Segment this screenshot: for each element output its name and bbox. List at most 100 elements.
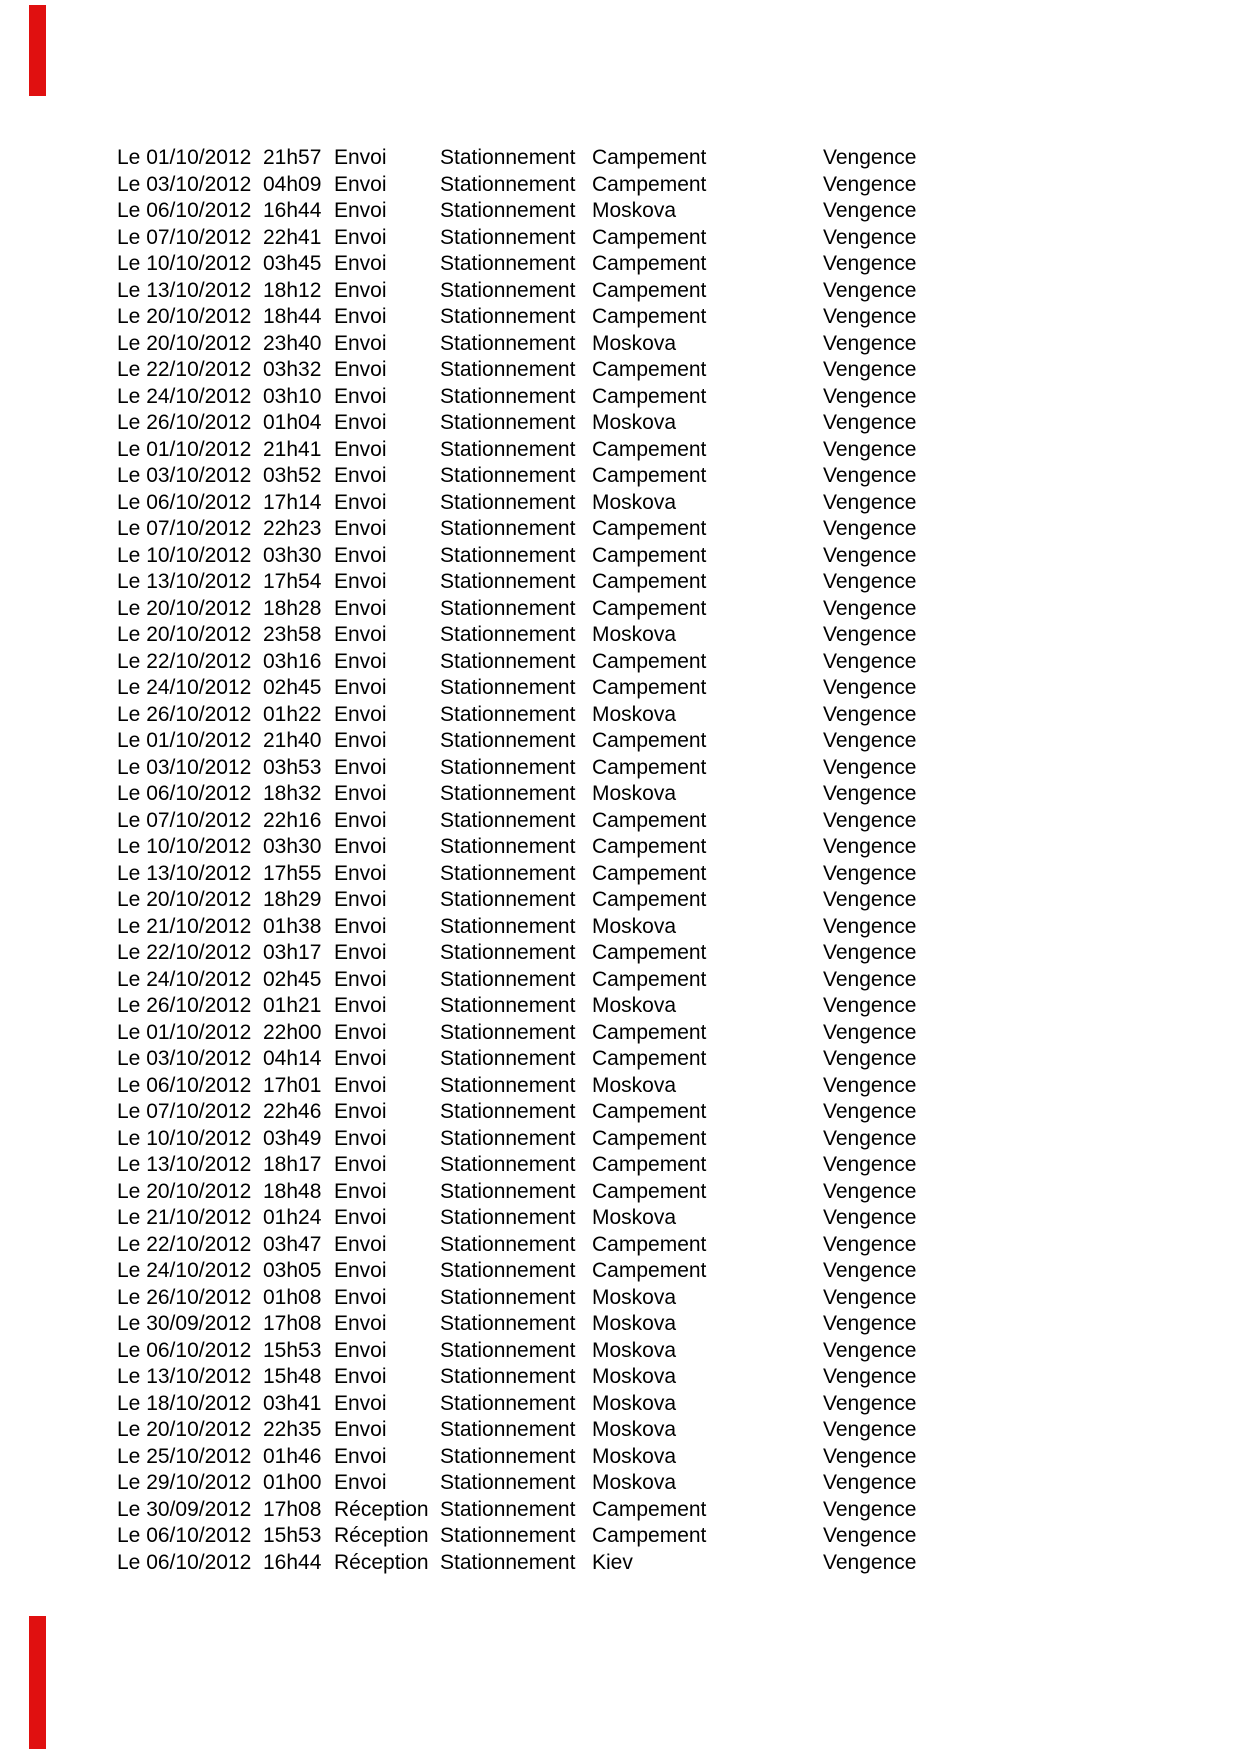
cell-category: Stationnement	[440, 252, 576, 275]
cell-date: Le 13/10/2012	[117, 1153, 252, 1176]
cell-date: Le 07/10/2012	[117, 517, 252, 540]
table-row: Le 07/10/2012 22h23 Envoi Stationnement …	[117, 516, 916, 543]
cell-tag: Vengence	[823, 623, 917, 646]
cell-time: 03h53	[263, 755, 322, 779]
cell-type: Envoi	[334, 172, 387, 196]
cell-category: Stationnement	[440, 888, 576, 911]
cell-category: Stationnement	[440, 1153, 576, 1176]
cell-tag: Vengence	[823, 1073, 917, 1097]
cell-category: Stationnement	[440, 914, 576, 938]
cell-date: Le 07/10/2012	[117, 808, 252, 832]
cell-time: 01h00	[263, 1471, 322, 1494]
cell-time: 22h46	[263, 1100, 322, 1123]
cell-location: Moskova	[592, 1391, 677, 1415]
cell-location: Campement	[592, 1047, 707, 1070]
cell-category: Stationnement	[440, 543, 576, 567]
cell-tag: Vengence	[823, 861, 917, 885]
cell-date: Le 21/10/2012	[117, 914, 252, 938]
table-row: Le 22/10/2012 03h17 Envoi Stationnement …	[117, 940, 916, 967]
cell-type: Envoi	[334, 596, 387, 620]
cell-tag: Vengence	[823, 464, 917, 487]
cell-type: Envoi	[334, 384, 387, 408]
table-row: Le 01/10/2012 22h00 Envoi Stationnement …	[117, 1020, 916, 1047]
table-row: Le 26/10/2012 01h04 Envoi Stationnement …	[117, 410, 916, 437]
cell-category: Stationnement	[440, 1444, 576, 1468]
cell-category: Stationnement	[440, 596, 576, 620]
cell-tag: Vengence	[823, 517, 917, 540]
cell-time: 18h28	[263, 596, 322, 620]
cell-type: Envoi	[334, 517, 387, 540]
table-row: Le 06/10/2012 15h53 Envoi Stationnement …	[117, 1338, 916, 1365]
table-row: Le 03/10/2012 04h14 Envoi Stationnement …	[117, 1046, 916, 1073]
cell-time: 18h32	[263, 782, 322, 805]
cell-location: Campement	[592, 808, 707, 832]
table-row: Le 06/10/2012 17h01 Envoi Stationnement …	[117, 1073, 916, 1100]
table-row: Le 10/10/2012 03h30 Envoi Stationnement …	[117, 543, 916, 570]
cell-time: 22h00	[263, 1020, 322, 1044]
cell-date: Le 13/10/2012	[117, 570, 252, 593]
cell-type: Envoi	[334, 1126, 387, 1150]
cell-time: 22h23	[263, 517, 322, 540]
table-row: Le 21/10/2012 01h24 Envoi Stationnement …	[117, 1205, 916, 1232]
table-row: Le 06/10/2012 16h44 Réception Stationnem…	[117, 1550, 916, 1577]
table-row: Le 25/10/2012 01h46 Envoi Stationnement …	[117, 1444, 916, 1471]
cell-time: 15h48	[263, 1365, 322, 1388]
cell-category: Stationnement	[440, 1418, 576, 1441]
cell-type: Envoi	[334, 1020, 387, 1044]
cell-time: 21h41	[263, 437, 322, 461]
table-row: Le 24/10/2012 02h45 Envoi Stationnement …	[117, 675, 916, 702]
cell-time: 16h44	[263, 1550, 322, 1574]
cell-date: Le 22/10/2012	[117, 1232, 252, 1256]
cell-time: 03h47	[263, 1232, 322, 1256]
table-row: Le 20/10/2012 23h40 Envoi Stationnement …	[117, 331, 916, 358]
cell-location: Campement	[592, 649, 707, 673]
cell-category: Stationnement	[440, 1365, 576, 1388]
cell-tag: Vengence	[823, 1232, 917, 1256]
cell-type: Envoi	[334, 1206, 387, 1229]
cell-date: Le 20/10/2012	[117, 888, 252, 911]
cell-type: Envoi	[334, 305, 387, 328]
cell-type: Envoi	[334, 676, 387, 699]
cell-date: Le 26/10/2012	[117, 411, 252, 434]
cell-category: Stationnement	[440, 1073, 576, 1097]
cell-category: Stationnement	[440, 1259, 576, 1282]
cell-time: 03h52	[263, 464, 322, 487]
table-row: Le 10/10/2012 03h49 Envoi Stationnement …	[117, 1126, 916, 1153]
cell-type: Envoi	[334, 835, 387, 858]
cell-tag: Vengence	[823, 1391, 917, 1415]
cell-date: Le 03/10/2012	[117, 464, 252, 487]
cell-category: Stationnement	[440, 782, 576, 805]
cell-location: Campement	[592, 464, 707, 487]
cell-tag: Vengence	[823, 172, 917, 196]
cell-type: Réception	[334, 1524, 429, 1547]
cell-date: Le 20/10/2012	[117, 623, 252, 646]
cell-date: Le 10/10/2012	[117, 543, 252, 567]
cell-time: 18h12	[263, 278, 322, 302]
cell-category: Stationnement	[440, 331, 576, 355]
cell-type: Réception	[334, 1550, 429, 1574]
cell-tag: Vengence	[823, 702, 917, 726]
cell-tag: Vengence	[823, 278, 917, 302]
cell-date: Le 30/09/2012	[117, 1497, 252, 1521]
cell-tag: Vengence	[823, 808, 917, 832]
cell-type: Envoi	[334, 199, 387, 222]
cell-date: Le 07/10/2012	[117, 225, 252, 249]
cell-date: Le 13/10/2012	[117, 861, 252, 885]
cell-category: Stationnement	[440, 146, 576, 169]
cell-category: Stationnement	[440, 729, 576, 752]
cell-location: Campement	[592, 437, 707, 461]
cell-tag: Vengence	[823, 384, 917, 408]
cell-date: Le 25/10/2012	[117, 1444, 252, 1468]
cell-category: Stationnement	[440, 755, 576, 779]
cell-type: Envoi	[334, 888, 387, 911]
cell-category: Stationnement	[440, 835, 576, 858]
cell-tag: Vengence	[823, 649, 917, 673]
table-row: Le 10/10/2012 03h45 Envoi Stationnement …	[117, 251, 916, 278]
cell-type: Envoi	[334, 146, 387, 169]
cell-type: Envoi	[334, 1153, 387, 1176]
cell-date: Le 03/10/2012	[117, 755, 252, 779]
cell-location: Campement	[592, 1153, 707, 1176]
cell-time: 01h38	[263, 914, 322, 938]
table-row: Le 24/10/2012 02h45 Envoi Stationnement …	[117, 967, 916, 994]
table-row: Le 29/10/2012 01h00 Envoi Stationnement …	[117, 1470, 916, 1497]
